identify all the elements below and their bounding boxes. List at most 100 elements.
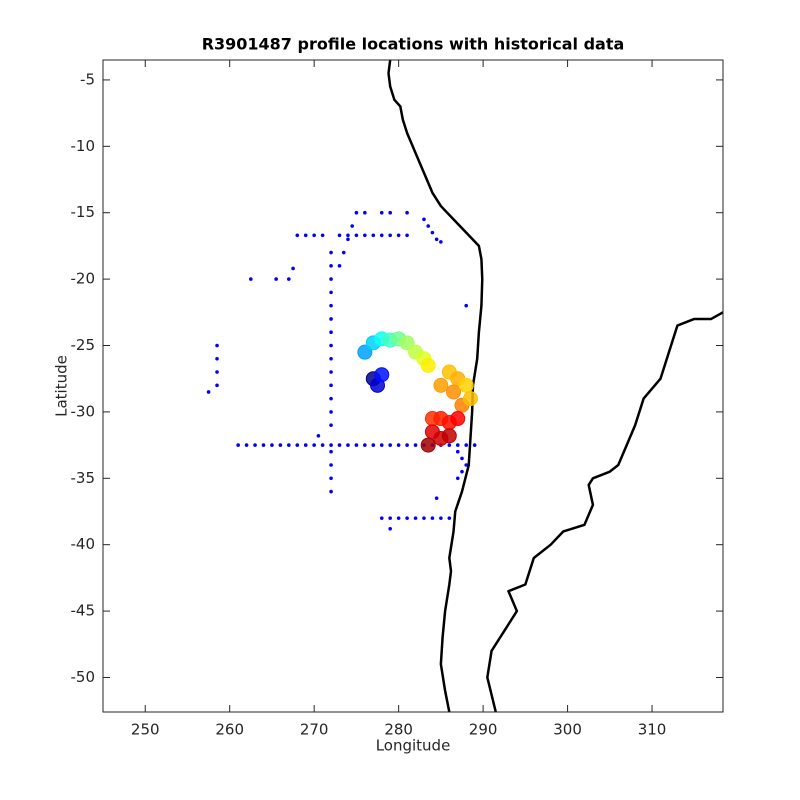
profile-marker [458,377,474,393]
coastline [486,311,723,712]
historical-point [329,264,333,268]
historical-point [270,443,274,447]
historical-point [371,233,376,238]
historical-point [422,516,426,520]
historical-point [388,443,392,447]
profile-marker [450,411,466,427]
historical-point [329,410,333,414]
historical-point [320,233,325,238]
historical-point [434,237,439,242]
historical-point [312,233,316,238]
historical-point [329,463,333,467]
historical-point [346,237,350,242]
x-tick-label: 300 [553,721,582,739]
historical-point [379,516,384,520]
historical-point [413,516,418,520]
historical-point [329,250,333,255]
historical-point [244,443,249,447]
historical-point [303,233,308,238]
historical-point [396,443,401,447]
x-tick-label: 290 [469,721,498,739]
historical-point [329,476,333,481]
profile-marker [420,357,436,373]
x-tick-label: 250 [131,721,160,739]
historical-point [337,443,342,447]
historical-point [303,443,308,447]
historical-point [215,343,219,348]
historical-point [350,224,354,228]
historical-point [405,210,409,215]
historical-point [291,266,295,271]
y-axis-label: Latitude [53,355,71,417]
historical-point [447,516,452,520]
historical-point [215,370,219,374]
historical-point [422,217,426,222]
historical-point [249,277,253,281]
historical-point [287,443,291,447]
historical-point [215,383,219,388]
historical-point [329,370,333,374]
coastline [387,60,484,712]
y-tick-label: -15 [71,203,96,221]
historical-point [329,317,333,321]
historical-point [464,443,469,447]
historical-point [274,277,278,281]
historical-point [379,210,384,215]
historical-point [354,443,359,447]
y-tick-label: -25 [71,336,96,354]
historical-point [206,390,211,394]
y-tick-label: -5 [80,70,95,88]
historical-point [320,443,325,447]
historical-point [287,277,291,281]
chart-title: R3901487 profile locations with historic… [202,35,625,54]
historical-point [455,476,460,481]
historical-point [371,443,376,447]
x-tick-label: 260 [215,721,244,739]
historical-point [405,233,409,238]
historical-point [341,250,346,255]
historical-point [295,443,300,447]
historical-point [346,443,350,447]
historical-point [337,233,342,238]
profile-marker [399,335,415,351]
historical-point [439,240,443,244]
historical-point [253,443,257,447]
x-tick-label: 270 [300,721,329,739]
profile-marker [433,377,449,393]
historical-point [460,456,464,461]
historical-point [455,443,460,447]
historical-point [363,233,367,238]
historical-point [405,443,409,447]
historical-point [329,290,333,295]
historical-point [354,210,359,215]
historical-point [363,443,367,447]
historical-point [464,303,469,308]
x-tick-label: 280 [384,721,413,739]
historical-point [363,210,367,215]
historical-point [472,443,477,447]
historical-point [215,356,219,361]
historical-point [426,224,431,228]
historical-point [388,210,392,215]
profile-marker [357,344,373,360]
historical-point [439,516,443,520]
profile-marker [441,428,457,444]
y-tick-label: -40 [71,535,96,553]
historical-point [337,264,342,268]
historical-point [329,443,333,447]
y-tick-label: -45 [71,602,96,620]
historical-point [236,443,240,447]
historical-point [329,383,333,388]
historical-point [455,449,460,454]
historical-point [329,303,333,308]
historical-point [329,449,333,454]
historical-point [388,516,392,520]
historical-point [388,526,392,531]
y-tick-label: -35 [71,469,96,487]
historical-point [329,356,333,361]
x-tick-label: 310 [638,721,667,739]
historical-point [329,343,333,348]
x-axis-label: Longitude [376,737,451,755]
